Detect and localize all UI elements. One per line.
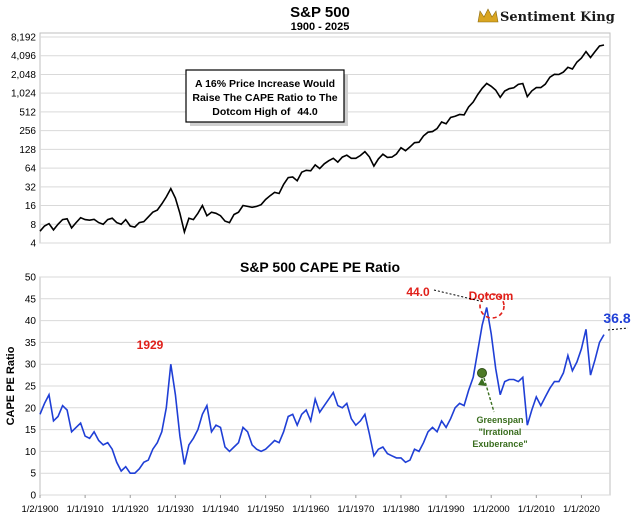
peak-leader-line [433, 289, 485, 303]
label-current-value: 36.8 [603, 310, 630, 326]
cape-ratio-line [39, 307, 605, 474]
bottom-x-tick-label: 1/1/1990 [428, 504, 465, 515]
top-chart-subtitle: 1900 - 2025 [291, 21, 350, 33]
top-gridlines [40, 36, 610, 244]
label-dotcom: Dotcom [469, 289, 514, 303]
bottom-y-tick-label: 20 [25, 403, 37, 414]
top-y-tick-label: 16 [25, 201, 37, 212]
top-y-tick-label: 4,096 [11, 51, 36, 62]
top-y-tick-label: 8 [30, 220, 36, 231]
box-line-3-value: 44.0 [297, 106, 318, 118]
bottom-x-tick-label: 1/1/2000 [473, 504, 510, 515]
bottom-x-tick-label: 1/1/1970 [337, 504, 374, 515]
annotation-box: A 16% Price Increase Would Raise The CAP… [185, 69, 348, 126]
bottom-x-tick-label: 1/1/1980 [382, 504, 419, 515]
bottom-x-tick-label: 1/1/1960 [292, 504, 329, 515]
bottom-x-tick-label: 1/1/2010 [518, 504, 555, 515]
greenspan-marker [477, 368, 487, 378]
top-y-tick-label: 64 [25, 164, 37, 175]
bottom-x-tick-labels: 1/2/1900 1/1/1910 1/1/1920 1/1/1930 1/1/1940… [22, 495, 600, 515]
bottom-gridlines [40, 276, 610, 496]
greenspan-line-1: Greenspan [476, 415, 523, 425]
box-line-2: Raise The CAPE Ratio to The [192, 92, 337, 104]
bottom-y-tick-label: 25 [25, 382, 37, 393]
crown-icon [477, 8, 499, 23]
bottom-y-tick-label: 35 [25, 338, 37, 349]
top-y-tick-labels: 4 8 16 32 64 128 256 512 1,024 2,048 4,096 8,192 [11, 33, 36, 250]
sp500-price-line [39, 44, 605, 235]
greenspan-line-2: "Irrational [479, 427, 522, 437]
top-y-tick-label: 128 [19, 145, 36, 156]
top-y-tick-label: 1,024 [11, 89, 36, 100]
bottom-y-tick-label: 45 [25, 294, 37, 305]
greenspan-line-3: Exuberance" [472, 439, 527, 449]
bottom-x-tick-label: 1/1/1950 [247, 504, 284, 515]
dotcom-circle-marker [479, 293, 505, 319]
top-y-tick-label: 512 [19, 107, 36, 118]
top-plot-frame [39, 32, 611, 244]
greenspan-arrow-head [478, 378, 486, 386]
top-y-tick-label: 2,048 [11, 70, 36, 81]
bottom-y-axis-label: CAPE PE Ratio [5, 346, 17, 425]
bottom-y-tick-label: 5 [30, 469, 36, 480]
bottom-x-tick-label: 1/1/1940 [202, 504, 239, 515]
brand-name: Sentiment King [500, 10, 615, 25]
bottom-x-tick-label: 1/1/1920 [112, 504, 149, 515]
bottom-x-tick-label: 1/1/1930 [157, 504, 194, 515]
brand-logo: Sentiment King [477, 8, 615, 25]
box-line-3-prefix: Dotcom High of [212, 106, 291, 118]
bottom-x-tick-label: 1/2/1900 [22, 504, 59, 515]
top-y-tick-label: 256 [19, 126, 36, 137]
label-1929: 1929 [137, 338, 164, 352]
bottom-y-tick-label: 15 [25, 425, 37, 436]
bottom-y-tick-labels: 0 5 10 15 20 25 30 35 40 45 50 [25, 273, 37, 502]
top-y-tick-label: 8,192 [11, 33, 36, 44]
top-y-tick-label: 32 [25, 182, 37, 193]
bottom-chart-title: S&P 500 CAPE PE Ratio [240, 259, 400, 275]
bottom-y-tick-label: 50 [25, 273, 37, 284]
greenspan-leader-line [483, 377, 495, 413]
bottom-y-tick-label: 40 [25, 316, 37, 327]
label-peak-value: 44.0 [406, 285, 430, 299]
box-line-1: A 16% Price Increase Would [195, 78, 335, 90]
bottom-y-tick-label: 10 [25, 447, 37, 458]
bottom-x-tick-label: 1/1/2020 [563, 504, 600, 515]
bottom-x-tick-label: 1/1/1910 [67, 504, 104, 515]
box-line-3: Dotcom High of 44.0 [212, 106, 318, 118]
bottom-y-tick-label: 30 [25, 360, 37, 371]
top-y-tick-label: 4 [30, 239, 36, 250]
top-chart-title: S&P 500 [290, 4, 350, 21]
bottom-y-tick-label: 0 [30, 491, 36, 502]
current-leader-line [607, 327, 629, 331]
